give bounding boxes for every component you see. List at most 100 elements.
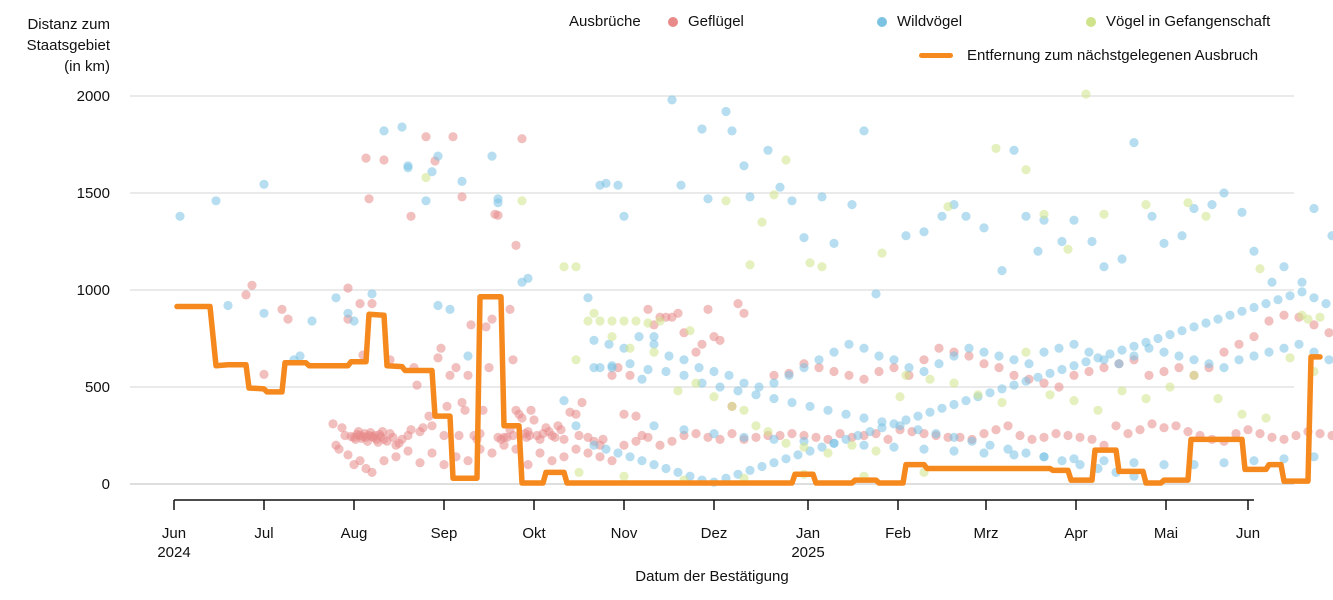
data-point-wildvoegel	[397, 122, 407, 132]
y-axis-title: Distanz zum Staatsgebiet (in km)	[26, 16, 110, 75]
data-point-wildvoegel	[1189, 355, 1199, 365]
data-point-gefluegel	[691, 347, 701, 357]
data-point-wildvoegel	[1009, 355, 1019, 365]
data-point-wildvoegel	[814, 355, 824, 365]
data-point-gefluegel	[421, 132, 431, 142]
data-point-wildvoegel	[589, 335, 599, 345]
data-point-gefangenschaft	[925, 374, 935, 384]
data-point-wildvoegel	[679, 425, 689, 435]
x-tick-label: Okt	[522, 525, 546, 542]
data-point-wildvoegel	[1219, 188, 1229, 198]
data-point-wildvoegel	[787, 397, 797, 408]
data-point-wildvoegel	[1309, 452, 1319, 462]
data-point-gefluegel	[259, 369, 269, 379]
data-point-wildvoegel	[841, 409, 851, 419]
data-point-wildvoegel	[1267, 277, 1277, 287]
data-point-gefangenschaft	[1063, 244, 1073, 254]
data-point-wildvoegel	[865, 427, 875, 437]
data-point-wildvoegel	[1177, 326, 1187, 336]
data-point-gefluegel	[559, 434, 569, 444]
data-point-gefangenschaft	[1021, 347, 1031, 357]
data-point-gefluegel	[631, 436, 641, 446]
data-point-wildvoegel	[949, 351, 959, 361]
data-point-wildvoegel	[1294, 339, 1304, 349]
data-point-gefluegel	[1039, 432, 1049, 442]
data-point-wildvoegel	[1099, 262, 1109, 272]
data-point-gefangenschaft	[1045, 390, 1055, 400]
data-point-wildvoegel	[913, 411, 923, 421]
x-tick-label: Mai	[1154, 525, 1178, 542]
data-point-wildvoegel	[676, 180, 686, 190]
data-point-gefangenschaft	[751, 421, 761, 431]
data-point-gefangenschaft	[1081, 89, 1091, 99]
data-point-wildvoegel	[919, 227, 929, 237]
data-point-wildvoegel	[259, 308, 269, 318]
data-point-wildvoegel	[829, 238, 839, 248]
data-point-wildvoegel	[1021, 376, 1031, 386]
data-point-wildvoegel	[769, 458, 779, 468]
data-point-gefangenschaft	[589, 308, 599, 318]
data-point-gefluegel	[499, 440, 509, 450]
x-tick-label: Feb	[885, 525, 911, 542]
data-point-gefluegel	[439, 460, 449, 470]
data-point-gefangenschaft	[817, 262, 827, 272]
data-point-wildvoegel	[1159, 238, 1169, 248]
y-axis: 0 500 1000 1500 2000	[77, 88, 110, 493]
data-point-wildvoegel	[871, 289, 881, 299]
data-point-gefluegel	[1123, 429, 1133, 439]
data-point-wildvoegel	[949, 446, 959, 456]
data-point-gefangenschaft	[847, 440, 857, 450]
data-point-gefluegel	[733, 299, 743, 309]
data-point-gefluegel	[517, 413, 527, 423]
data-point-wildvoegel	[769, 434, 779, 444]
data-point-gefangenschaft	[595, 316, 605, 326]
data-point-wildvoegel	[709, 366, 719, 377]
data-point-gefluegel	[619, 440, 629, 450]
data-point-wildvoegel	[1225, 310, 1235, 320]
data-point-gefluegel	[1159, 366, 1169, 377]
data-point-wildvoegel	[1003, 444, 1013, 454]
data-point-wildvoegel	[1069, 361, 1079, 371]
data-point-gefluegel	[1279, 310, 1289, 320]
data-point-wildvoegel	[1249, 456, 1259, 466]
data-point-wildvoegel	[595, 363, 605, 373]
data-point-wildvoegel	[1174, 351, 1184, 361]
data-point-gefluegel	[991, 425, 1001, 435]
data-point-wildvoegel	[997, 384, 1007, 394]
data-point-gefangenschaft	[823, 448, 833, 458]
data-point-wildvoegel	[349, 316, 359, 326]
data-point-gefluegel	[463, 456, 473, 466]
data-point-wildvoegel	[1129, 458, 1139, 468]
data-point-gefluegel	[769, 370, 779, 380]
x-tick-label: Dez	[701, 525, 728, 542]
data-point-gefluegel	[934, 343, 944, 353]
legend-label-distance-line: Entfernung zum nächstgelegenen Ausbruch	[967, 47, 1259, 64]
data-point-wildvoegel	[979, 347, 989, 357]
data-point-gefangenschaft	[574, 467, 584, 477]
data-point-wildvoegel	[433, 300, 443, 311]
data-point-wildvoegel	[937, 211, 947, 221]
data-point-gefluegel	[1267, 432, 1277, 442]
data-point-wildvoegel	[829, 438, 839, 448]
data-point-wildvoegel	[715, 382, 725, 392]
data-point-gefluegel	[964, 351, 974, 361]
data-point-gefangenschaft	[769, 190, 779, 200]
data-point-gefluegel	[1219, 347, 1229, 357]
data-point-wildvoegel	[625, 359, 635, 369]
data-point-gefangenschaft	[631, 316, 641, 326]
data-point-gefangenschaft	[607, 316, 617, 326]
data-point-wildvoegel	[1201, 318, 1211, 328]
data-point-gefluegel	[457, 397, 467, 408]
legend-title: Ausbrüche	[569, 13, 641, 30]
data-point-gefluegel	[484, 363, 494, 373]
data-point-gefluegel	[883, 434, 893, 444]
data-point-wildvoegel	[661, 463, 671, 474]
data-point-wildvoegel	[1237, 306, 1247, 316]
data-point-gefluegel	[1327, 430, 1333, 441]
data-point-gefluegel	[739, 308, 749, 318]
data-point-gefluegel	[1174, 363, 1184, 373]
y-tick-label: 1500	[77, 185, 110, 202]
data-point-gefluegel	[1027, 434, 1037, 444]
data-point-wildvoegel	[994, 351, 1004, 361]
